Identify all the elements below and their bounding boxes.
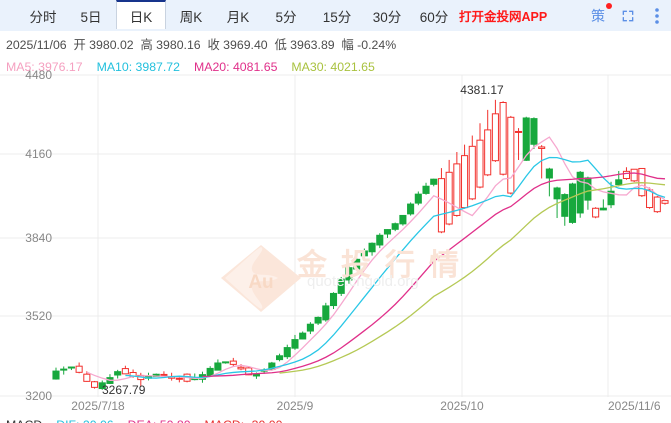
svg-text:Au: Au xyxy=(248,272,273,293)
